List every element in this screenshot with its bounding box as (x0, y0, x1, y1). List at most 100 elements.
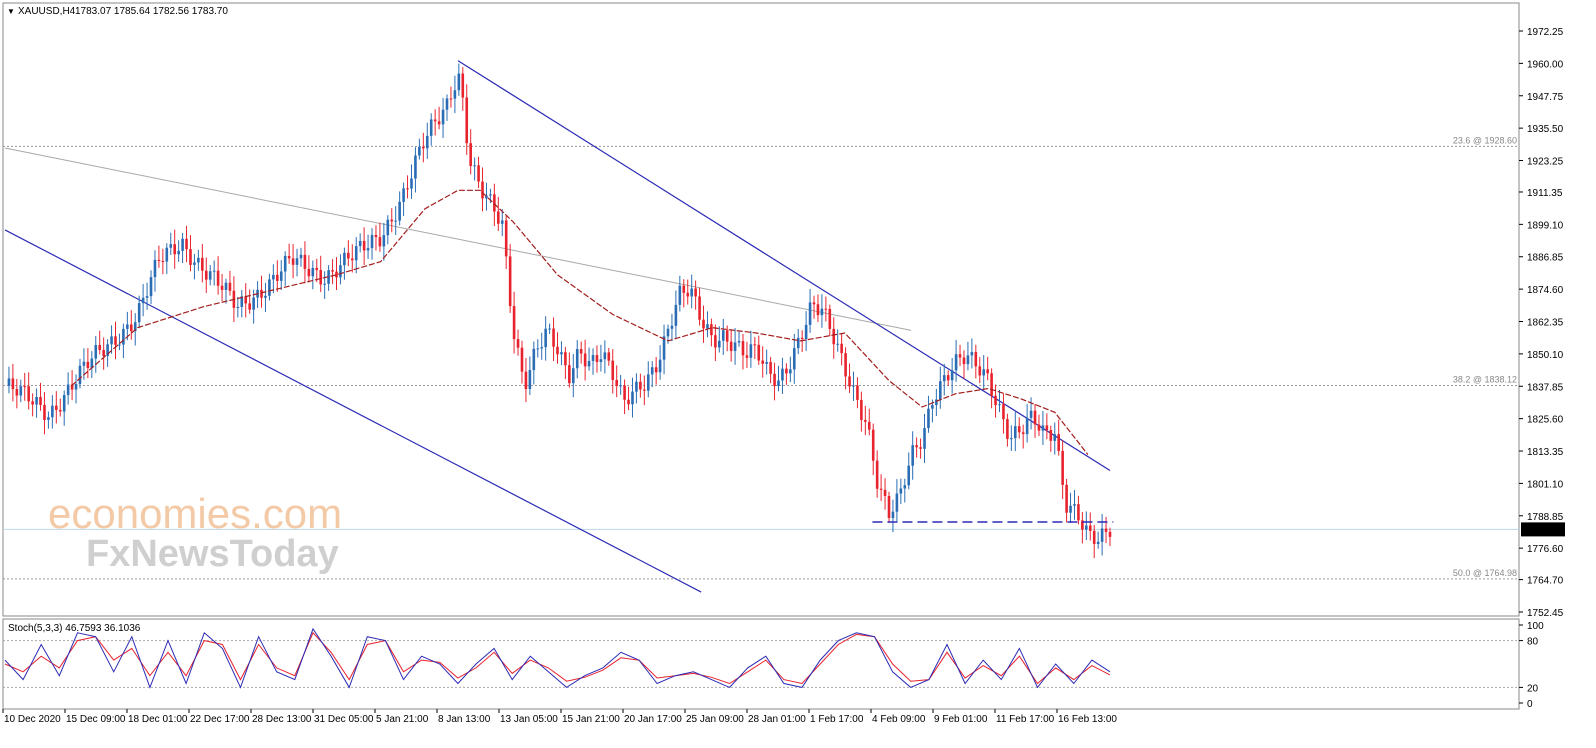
candle-bull (804, 324, 808, 339)
candle-bear (946, 375, 950, 381)
price-tick-label: 1850.10 (1527, 350, 1564, 361)
candle-bull (197, 257, 200, 263)
candle-bear (390, 219, 394, 222)
candle-bear (710, 324, 713, 336)
dropdown-arrow-icon[interactable]: ▼ (7, 7, 15, 16)
candle-bull (236, 306, 240, 308)
candle-bear (512, 306, 516, 340)
candle-bull (662, 336, 666, 360)
channel-lower-line[interactable] (4, 229, 702, 593)
candle-bull (548, 328, 551, 330)
candle-bear (228, 282, 232, 291)
candle-bull (500, 220, 504, 224)
price-tick-label: 1886.85 (1527, 253, 1564, 264)
candle-bull (540, 347, 544, 349)
candle-bear (347, 252, 350, 259)
candle-bull (631, 391, 634, 405)
candle-bear (611, 360, 615, 380)
candle-bear (287, 255, 291, 259)
candle-bull (911, 445, 914, 466)
candle-bear (27, 386, 30, 402)
candle-bull (927, 408, 930, 429)
channel-upper-line[interactable] (457, 60, 1111, 471)
candle-bull (82, 361, 86, 366)
candle-bear (844, 353, 847, 377)
candle-bear (725, 330, 729, 342)
moving-average-line (70, 189, 1089, 455)
price-tick-label: 1874.60 (1527, 285, 1564, 296)
candle-bear (129, 324, 133, 332)
candle-bear (1006, 419, 1009, 439)
candle-bear (753, 344, 757, 346)
candle-bear (315, 267, 319, 271)
candle-bear (161, 260, 165, 262)
candle-bull (165, 247, 169, 262)
candle-bear (43, 404, 46, 420)
candle-bear (729, 341, 733, 351)
candle-bull (299, 254, 303, 259)
time-tick-label: 22 Dec 17:00 (190, 714, 250, 725)
candle-bear (568, 365, 571, 384)
candle-bear (378, 237, 382, 247)
candle-bear (887, 495, 891, 519)
candle-bear (524, 371, 528, 390)
candle-bear (307, 268, 311, 277)
candle-bear (497, 211, 500, 224)
candle-bear (23, 386, 27, 388)
candle-bear (583, 353, 587, 367)
candle-bull (536, 348, 540, 350)
candle-bull (721, 330, 725, 341)
candle-bear (986, 369, 989, 374)
candle-bull (279, 271, 283, 281)
candle-bear (374, 234, 378, 238)
candle-bear (1065, 484, 1068, 513)
candle-bull (836, 343, 839, 345)
candle-bear (260, 289, 263, 298)
candle-bear (449, 98, 453, 100)
candle-bear (157, 259, 161, 261)
candle-bear (58, 409, 62, 412)
watermark-fxnewstoday: FxNewsToday (86, 533, 339, 575)
candle-bull (1069, 505, 1072, 513)
candle-bull (998, 404, 1001, 406)
price-tick-label: 1813.35 (1527, 447, 1564, 458)
candle-bull (658, 359, 662, 373)
candle-bull (931, 405, 934, 409)
price-tick-label: 1935.50 (1527, 124, 1564, 135)
candle-bull (66, 384, 70, 396)
candle-bull (706, 324, 709, 329)
candle-bull (690, 288, 693, 297)
candle-bull (954, 354, 958, 371)
candle-bull (899, 488, 903, 494)
candle-bear (785, 368, 788, 374)
candle-bull (587, 360, 591, 367)
stoch-signal-line (4, 631, 1111, 685)
candle-bull (571, 368, 575, 384)
candle-bear (516, 339, 520, 348)
price-tick-label: 1972.25 (1527, 27, 1564, 38)
candle-bull (78, 365, 82, 385)
candle-bull (295, 258, 299, 265)
price-tick-label: 1752.45 (1527, 608, 1564, 619)
candle-bull (122, 328, 125, 345)
candle-bull (149, 277, 153, 297)
candle-bull (718, 340, 721, 348)
candle-bear (698, 296, 701, 320)
candle-bull (137, 303, 141, 323)
candle-bear (761, 360, 765, 364)
candle-bear (520, 347, 524, 372)
candle-bull (106, 344, 109, 356)
descending-trendline[interactable] (4, 147, 912, 331)
candle-bull (485, 195, 488, 199)
candle-bull (425, 135, 429, 149)
candle-bear (1049, 430, 1053, 441)
candle-bull (153, 259, 157, 278)
candle-bull (418, 146, 421, 156)
candle-bear (990, 373, 993, 396)
candle-bear (291, 258, 295, 265)
candle-bull (599, 359, 603, 362)
time-tick-label: 9 Feb 01:00 (934, 714, 988, 725)
candle-bear (812, 302, 816, 305)
